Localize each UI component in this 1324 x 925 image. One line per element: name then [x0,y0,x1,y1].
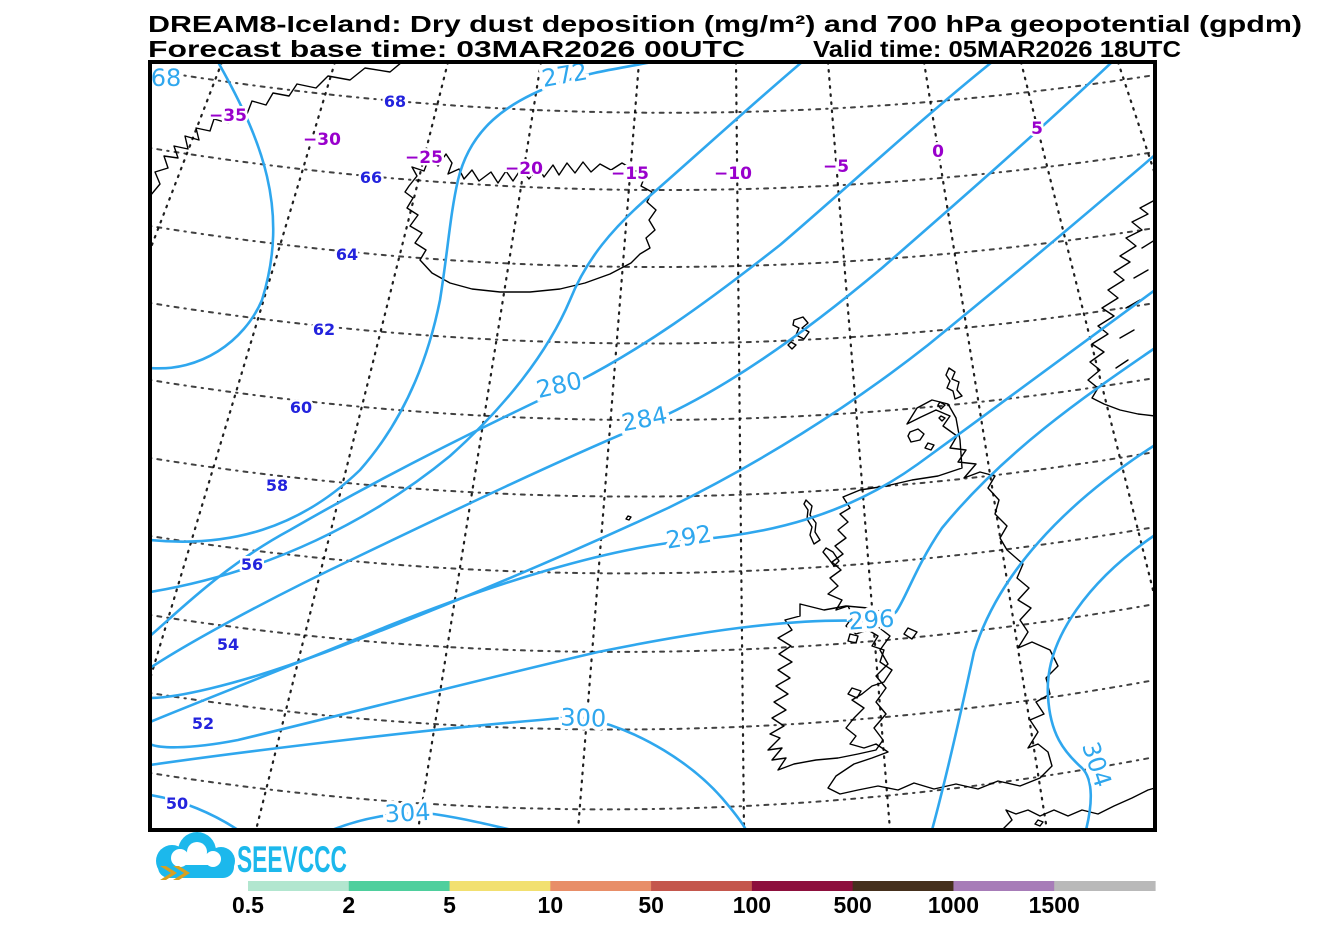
colorbar-tick-label: 2 [342,892,355,918]
colorbar-tick-label: 0.5 [232,892,264,918]
contour-300-east [931,444,1153,828]
geopotential-contours [152,64,1153,828]
colorbar-segment [651,881,753,891]
colorbar-tick-label: 500 [833,892,871,918]
longitude-label: −5 [823,157,849,177]
faroe-islands [787,316,810,350]
valid-time: Valid time: 05MAR2026 18UTC [813,36,1181,62]
latitude-label: 60 [290,398,312,417]
norway-fjords [1115,240,1153,369]
longitude-label: 0 [932,142,944,162]
colorbar-segment [751,881,854,891]
longitude-label: −20 [505,159,543,179]
coastlines [152,64,1153,828]
latitude-label: 56 [241,555,263,574]
ireland-coast [767,603,891,771]
contour-268 [152,64,275,370]
colorbar-segment [1054,881,1156,891]
colorbar-tick-label: 5 [443,892,456,918]
hebrides-islands [803,499,840,567]
arrow-icon [160,866,190,880]
colorbar-tick-label: 1000 [928,892,979,918]
shetland-islands [937,367,963,410]
latitude-label: 52 [192,714,214,733]
longitude-label: −30 [303,130,341,150]
contour-280 [152,64,992,636]
latitude-label: 62 [313,320,335,339]
france-coast [1003,787,1153,828]
contour-284 [152,64,1112,669]
contour-304-southeast [1046,534,1153,828]
longitude-label: −10 [714,164,752,184]
isle-of-man [903,627,918,640]
forecast-base-time: Forecast base time: 03MAR2026 00UTC [148,36,745,62]
colorbar-segment [348,881,451,891]
latitude-label: 58 [266,476,288,495]
britain-coast [827,399,1059,795]
colorbar-segment [248,881,350,891]
chart-title: DREAM8-Iceland: Dry dust deposition (mg/… [148,11,1302,37]
colorbar-segment [953,881,1055,891]
cloud-icon [156,832,235,880]
lough-neagh [847,633,859,644]
longitude-label: −15 [611,164,649,184]
anglesey [847,687,862,699]
latitude-label: 64 [336,245,358,264]
orkney-islands [907,428,935,451]
latitude-label: 68 [384,92,406,111]
colorbar-segment [449,881,551,891]
iceland-coast [404,153,657,293]
fair-isle [938,415,946,422]
colorbar-tick-label: 50 [638,892,664,918]
contour-276 [152,64,802,593]
contour-label: 300 [560,703,607,733]
contour-300-west [152,716,747,828]
graticule-meridians [152,64,1153,828]
latitude-label: 50 [166,794,188,813]
contour-272 [152,64,649,543]
map-frame [148,60,1157,832]
rockall-islet [625,515,632,521]
longitude-label: −35 [209,106,247,126]
latitude-label: 66 [360,168,382,187]
colorbar-tick-label: 100 [733,892,771,918]
greenland-coast [152,64,401,195]
contour-292 [152,289,1153,723]
longitude-labels: −35 −30 −25 −20 −15 −10 −5 0 5 [207,104,1046,187]
logo-text: SEEVCCC [237,839,347,880]
longitude-label: −25 [405,148,443,168]
colorbar-tick-label: 10 [538,892,564,918]
longitude-label: 5 [1031,119,1043,139]
colorbar-segment [550,881,652,891]
latitude-label: 54 [217,635,239,654]
norway-coast [1087,200,1153,417]
contour-304-southwest [152,794,510,828]
latitude-labels: 68 66 64 62 60 58 56 54 52 50 [163,90,408,816]
seevccc-logo: SEEVCCC [156,832,347,880]
contour-296 [152,347,1153,749]
colorbar-segment [852,881,955,891]
colorbar-tick-label: 1500 [1029,892,1080,918]
deposition-colorbar: 0.5 2 5 10 50 100 500 1000 1500 [232,881,1156,918]
contour-label: 304 [384,798,431,828]
contour-label-corner: 68 [151,64,182,92]
contour-label: 296 [848,604,896,635]
